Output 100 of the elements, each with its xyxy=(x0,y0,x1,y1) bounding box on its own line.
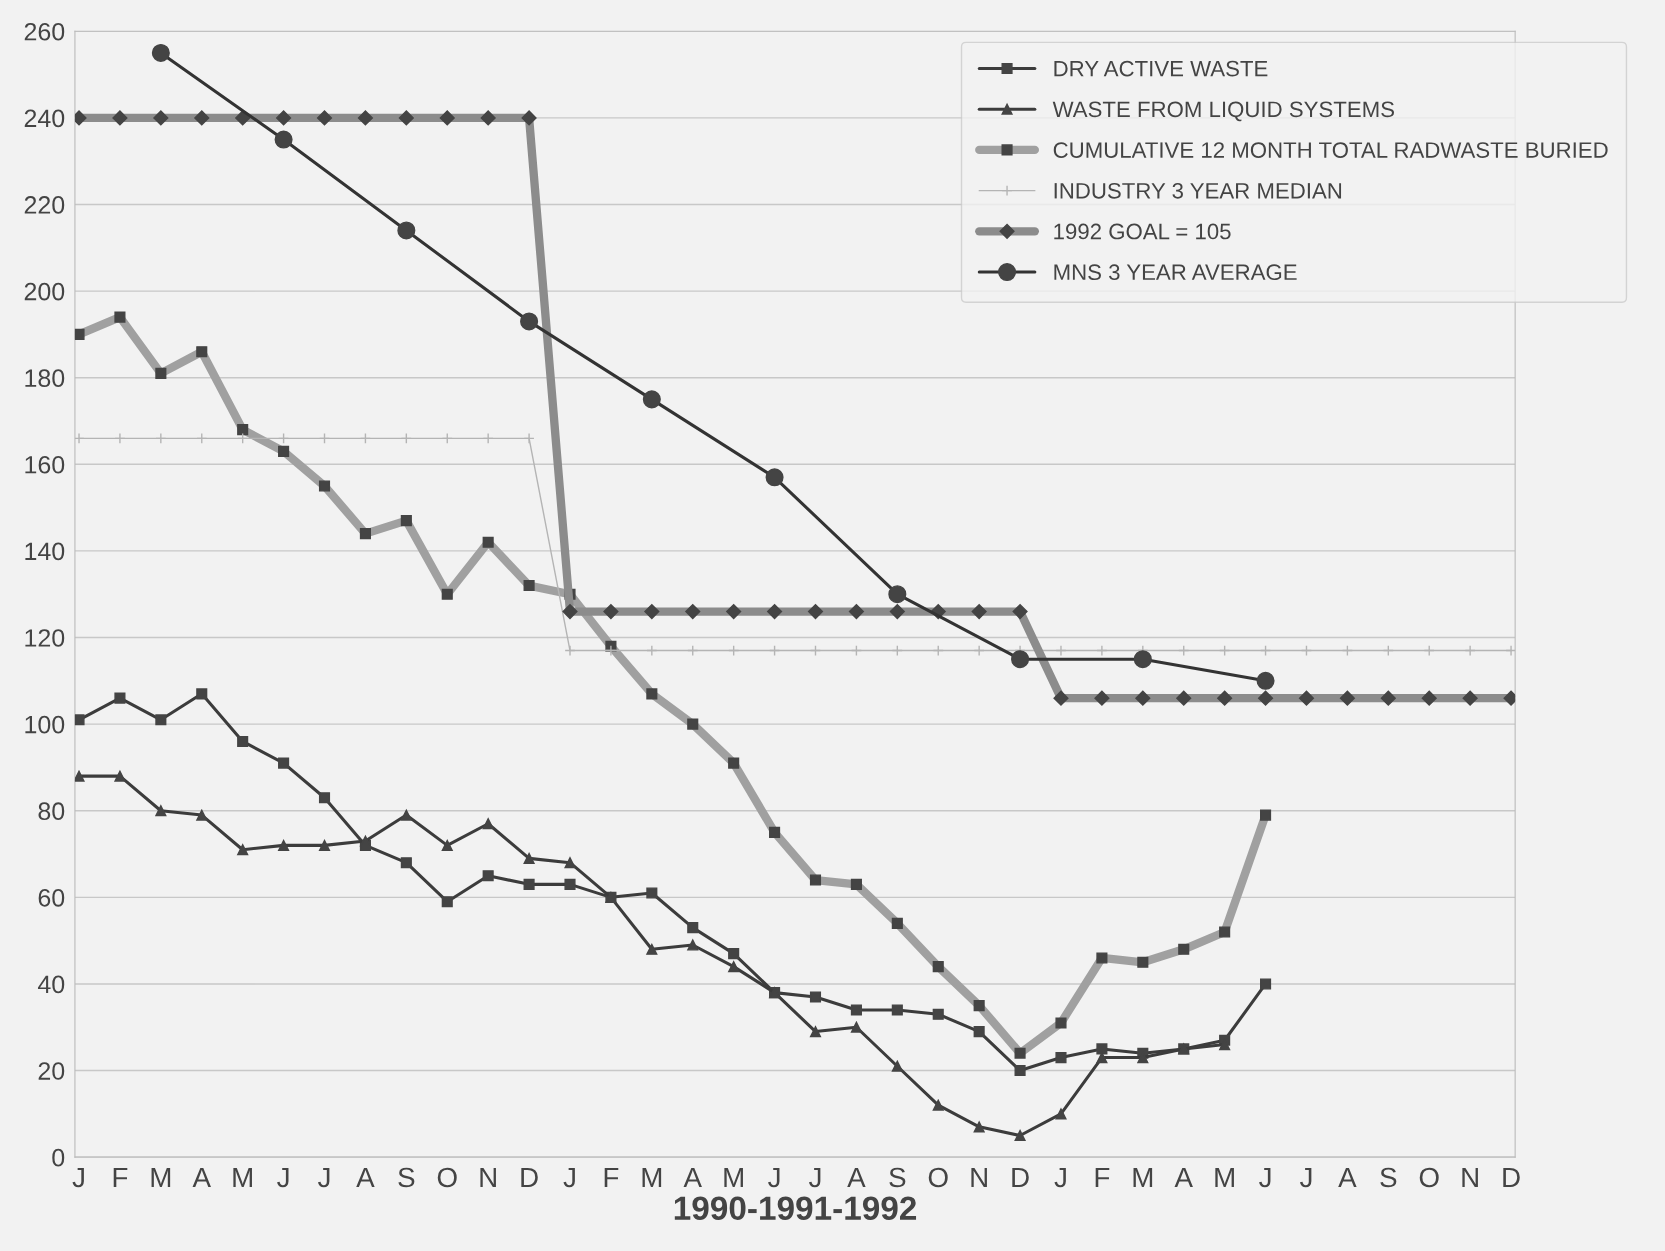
point xyxy=(196,688,208,700)
point xyxy=(891,1060,903,1072)
point xyxy=(809,1026,822,1038)
point xyxy=(74,432,85,444)
legend-label: MNS 3 YEAR AVERAGE xyxy=(1054,264,1297,281)
y-tick-label: 160 xyxy=(25,455,65,474)
y-tick-label: 260 xyxy=(24,22,65,41)
point xyxy=(932,644,944,657)
legend-label: DRY ACTIVE WASTE xyxy=(1054,60,1268,77)
point xyxy=(687,939,699,951)
x-tick-label: N xyxy=(480,1167,496,1188)
point xyxy=(1096,1043,1108,1055)
point xyxy=(482,432,494,444)
y-tick-label: 240 xyxy=(24,109,65,128)
legend-label: INDUSTRY 3 YEAR MEDIAN xyxy=(1054,182,1342,199)
x-tick-label: J xyxy=(1259,1167,1271,1188)
point xyxy=(1260,978,1272,990)
x-tick-label: A xyxy=(356,1167,375,1188)
point xyxy=(1423,644,1435,657)
point xyxy=(1382,644,1394,657)
x-axis-title: 1990-1991-1992 xyxy=(674,1196,917,1221)
x-tick-label: O xyxy=(1419,1167,1439,1188)
x-tick-label: J xyxy=(318,1167,330,1188)
point xyxy=(642,390,661,409)
point xyxy=(888,585,907,604)
y-tick-label: 200 xyxy=(24,282,65,301)
point xyxy=(765,468,784,487)
x-tick-label: O xyxy=(928,1167,948,1188)
x-tick-label: O xyxy=(437,1167,457,1188)
point xyxy=(523,852,535,864)
x-tick-label: J xyxy=(808,1167,821,1188)
point xyxy=(973,644,985,657)
point xyxy=(687,922,699,934)
x-tick-label: A xyxy=(847,1167,866,1188)
point xyxy=(482,818,494,830)
x-tick-label: J xyxy=(768,1167,780,1188)
point xyxy=(728,644,740,657)
x-tick-label: N xyxy=(1462,1167,1478,1188)
point xyxy=(318,792,331,804)
point xyxy=(397,221,416,240)
point xyxy=(932,1099,944,1111)
point xyxy=(441,839,453,851)
point xyxy=(520,312,539,331)
point xyxy=(74,770,85,782)
x-tick-label: F xyxy=(113,1167,128,1188)
x-tick-label: N xyxy=(971,1167,987,1188)
point xyxy=(359,835,371,847)
y-tick-label: 60 xyxy=(38,888,65,907)
legend-label: 1992 GOAL = 105 xyxy=(1054,223,1231,240)
point xyxy=(891,644,903,657)
point xyxy=(646,644,658,657)
point xyxy=(1014,1129,1026,1142)
point xyxy=(1178,644,1190,657)
point xyxy=(973,1026,985,1038)
y-tick-label: 140 xyxy=(25,542,65,561)
x-tick-label: M xyxy=(233,1167,252,1188)
y-tick-label: 100 xyxy=(25,715,65,734)
x-tick-label: J xyxy=(277,1167,289,1188)
point xyxy=(278,839,290,851)
point xyxy=(809,991,822,1003)
x-tick-label: S xyxy=(889,1167,906,1188)
y-tick-label: 180 xyxy=(25,369,65,388)
point xyxy=(237,844,249,856)
point xyxy=(196,432,208,444)
x-tick-label: J xyxy=(563,1167,575,1188)
point xyxy=(278,757,290,769)
x-tick-label: A xyxy=(1338,1167,1357,1188)
point xyxy=(318,839,331,851)
point xyxy=(646,887,658,899)
x-tick-label: J xyxy=(72,1167,84,1188)
point xyxy=(1014,1065,1026,1077)
point xyxy=(400,809,412,821)
point xyxy=(155,714,167,726)
point xyxy=(155,805,167,817)
point xyxy=(564,878,576,890)
point xyxy=(523,878,535,890)
y-tick-label: 120 xyxy=(25,629,65,647)
x-tick-label: D xyxy=(1012,1167,1029,1188)
point xyxy=(850,1004,862,1016)
point xyxy=(400,432,412,444)
point xyxy=(1011,650,1030,669)
point xyxy=(1055,1052,1067,1064)
point xyxy=(151,43,170,62)
point xyxy=(74,714,85,726)
y-tick-label: 20 xyxy=(38,1062,65,1080)
point xyxy=(891,1004,903,1016)
point xyxy=(605,644,617,657)
point xyxy=(932,1008,944,1020)
x-tick-label: A xyxy=(1174,1167,1193,1188)
point xyxy=(482,870,494,882)
point xyxy=(237,735,249,748)
point xyxy=(728,948,740,960)
point xyxy=(1464,644,1476,657)
x-tick-label: A xyxy=(192,1167,211,1188)
point xyxy=(274,130,293,149)
point xyxy=(1219,644,1231,657)
point xyxy=(646,943,658,955)
x-tick-label: F xyxy=(1095,1167,1110,1188)
point xyxy=(564,644,576,657)
x-tick-label: S xyxy=(1380,1167,1397,1188)
